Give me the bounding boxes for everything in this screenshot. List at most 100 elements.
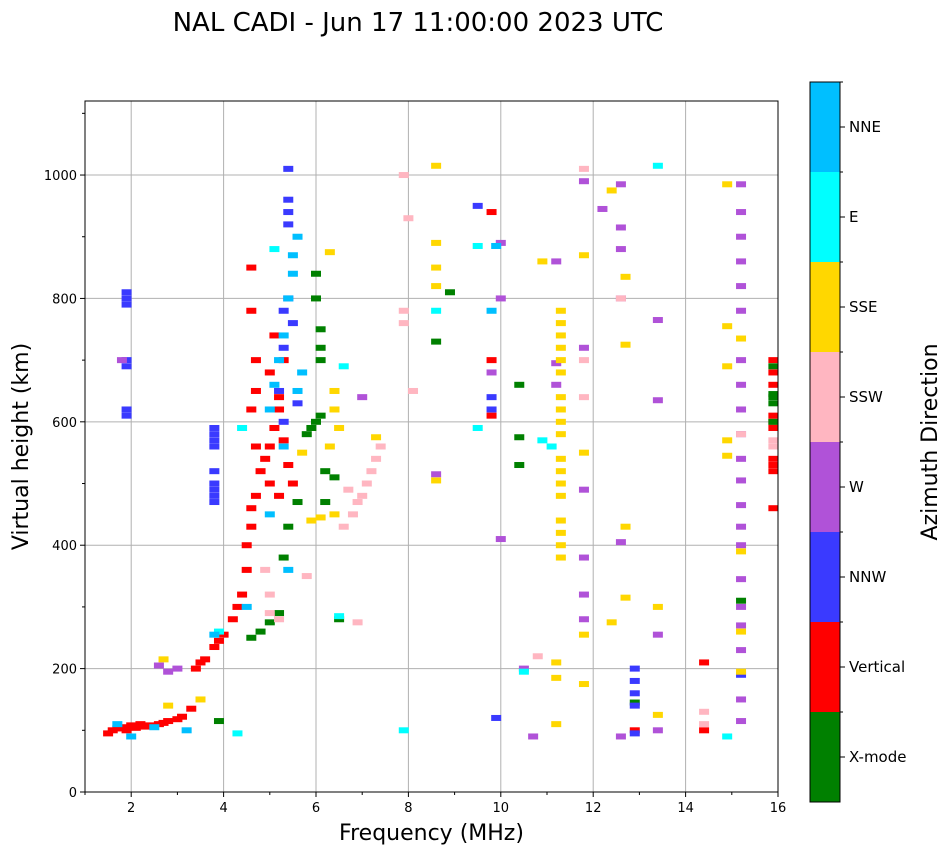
data-point (264, 591, 275, 598)
data-point (431, 477, 442, 484)
data-point (315, 357, 326, 364)
data-point (213, 637, 224, 644)
data-point (232, 603, 243, 610)
colorbar-tick-label: E (849, 208, 858, 226)
data-point (274, 610, 285, 617)
data-point (555, 307, 566, 314)
data-point (578, 178, 589, 185)
colorbar-tick-label: X-mode (849, 748, 906, 766)
data-point (578, 344, 589, 351)
data-point (615, 181, 626, 188)
data-point (551, 659, 562, 666)
data-point (555, 431, 566, 438)
x-tick-label: 6 (312, 801, 320, 816)
data-point (768, 437, 779, 444)
data-point (283, 523, 294, 530)
data-point (264, 480, 275, 487)
series-ssw (260, 165, 779, 728)
data-point (537, 437, 548, 444)
plot-background (85, 101, 778, 792)
data-point (112, 721, 123, 728)
data-point (260, 455, 271, 462)
data-point (287, 320, 298, 327)
data-point (551, 360, 562, 367)
series-w (116, 178, 747, 740)
data-point (375, 443, 386, 450)
data-point (768, 468, 779, 475)
data-point (555, 455, 566, 462)
data-point (269, 381, 280, 388)
data-point (209, 480, 220, 487)
data-point (274, 406, 285, 413)
data-point (195, 659, 206, 666)
data-point (357, 492, 368, 499)
data-point (486, 412, 497, 419)
data-point (518, 668, 529, 675)
data-point (736, 576, 747, 583)
data-point (551, 381, 562, 388)
data-point (736, 548, 747, 555)
data-point (486, 406, 497, 413)
data-point (347, 511, 358, 518)
data-point (163, 668, 174, 675)
data-point (615, 246, 626, 253)
data-point (768, 443, 779, 450)
data-point (283, 566, 294, 573)
data-point (227, 616, 238, 623)
data-point (528, 733, 539, 740)
data-point (343, 486, 354, 493)
data-point (555, 468, 566, 475)
data-point (274, 357, 285, 364)
data-point (292, 400, 303, 407)
data-point (213, 718, 224, 725)
data-point (578, 631, 589, 638)
data-point (555, 369, 566, 376)
data-point (264, 511, 275, 518)
data-point (555, 529, 566, 536)
data-point (615, 224, 626, 231)
data-point (287, 480, 298, 487)
data-point (260, 566, 271, 573)
data-point (699, 659, 710, 666)
data-point (283, 295, 294, 302)
data-point (620, 594, 631, 601)
data-point (237, 591, 248, 598)
data-point (274, 387, 285, 394)
data-point (629, 730, 640, 737)
data-point (283, 221, 294, 228)
axis-ticks: 2 4 6 8 10 12 14 16 0 200 400 600 800 1000 (44, 112, 786, 816)
data-point (736, 233, 747, 240)
data-point (736, 455, 747, 462)
colorbar-segment (810, 622, 840, 712)
data-point (218, 631, 229, 638)
data-point (181, 727, 192, 734)
data-point (246, 307, 257, 314)
data-point (768, 391, 779, 398)
data-point (486, 369, 497, 376)
data-point (352, 499, 363, 506)
data-point (736, 696, 747, 703)
data-point (315, 412, 326, 419)
data-point (736, 628, 747, 635)
data-point (283, 165, 294, 172)
data-point (736, 668, 747, 675)
data-point (620, 273, 631, 280)
data-point (297, 449, 308, 456)
data-point (652, 711, 663, 718)
data-point (329, 406, 340, 413)
data-point (274, 394, 285, 401)
data-point (398, 727, 409, 734)
colorbar-segment (810, 352, 840, 442)
data-point (200, 656, 211, 663)
data-point (736, 647, 747, 654)
data-point (555, 332, 566, 339)
data-point (250, 492, 261, 499)
data-point (306, 517, 317, 524)
data-point (514, 462, 525, 469)
data-point (195, 696, 206, 703)
data-point (250, 443, 261, 450)
data-point (264, 369, 275, 376)
data-point (357, 394, 368, 401)
data-point (264, 619, 275, 626)
y-axis-label: Virtual height (km) (9, 343, 34, 550)
